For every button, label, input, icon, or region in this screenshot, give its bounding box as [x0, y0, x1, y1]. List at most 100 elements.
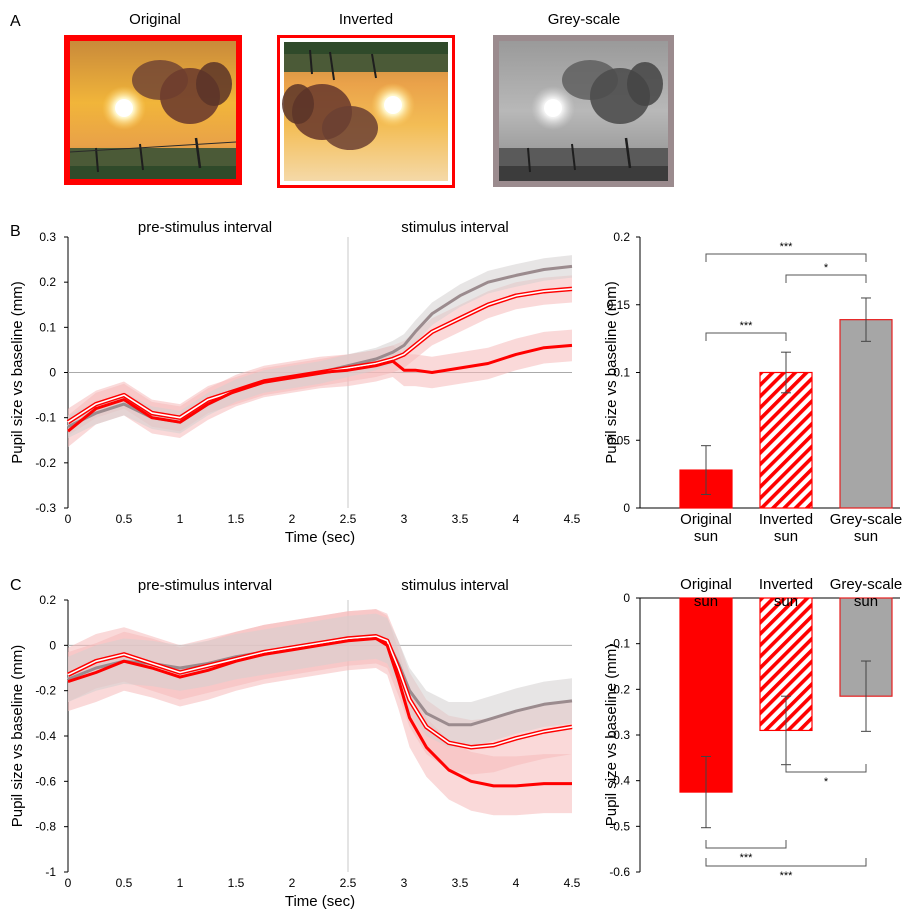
- significance-bracket: [785, 274, 867, 283]
- category-label-0: Original: [680, 511, 732, 528]
- y-tick-label: -0.2: [35, 456, 56, 470]
- significance-bracket: [705, 840, 787, 849]
- error-band-greyscale: [68, 613, 572, 748]
- y-tick-label: 0: [623, 591, 630, 605]
- pre-stimulus-annotation: pre-stimulus interval: [138, 577, 272, 594]
- x-tick-label: 0: [65, 512, 72, 526]
- x-tick-label: 2.5: [340, 876, 357, 890]
- category-label-0: sun: [694, 593, 718, 610]
- y-axis-title: Pupil size vs baseline (mm): [9, 645, 26, 828]
- y-tick-label: -0.2: [609, 682, 630, 696]
- x-tick-label: 4: [513, 512, 520, 526]
- x-tick-label: 1: [177, 876, 184, 890]
- category-label-1: Inverted: [759, 511, 813, 528]
- pre-stimulus-annotation: pre-stimulus interval: [138, 219, 272, 236]
- x-axis-title: Time (sec): [285, 893, 355, 910]
- y-tick-label: -0.1: [35, 411, 56, 425]
- x-tick-label: 0: [65, 876, 72, 890]
- y-tick-label: -0.3: [35, 501, 56, 515]
- x-tick-label: 2.5: [340, 512, 357, 526]
- x-tick-label: 4: [513, 876, 520, 890]
- category-label-2: sun: [854, 593, 878, 610]
- x-tick-label: 0.5: [116, 512, 133, 526]
- inverted-painting-image: [277, 35, 455, 188]
- significance-bracket: [785, 764, 867, 773]
- chart-b-bar: 0 0.05 0.1 0.15 0.2 Pupil size vs baseline (m…: [603, 230, 902, 545]
- y-tick-label: 0.2: [39, 275, 56, 289]
- category-label-1: sun: [774, 528, 798, 545]
- x-tick-label: 3.5: [452, 876, 469, 890]
- y-tick-label: -1: [45, 865, 56, 879]
- y-tick-label: 0.3: [39, 230, 56, 244]
- y-tick-label: -0.4: [609, 774, 630, 788]
- significance-label: ***: [740, 320, 754, 332]
- x-tick-label: 3.5: [452, 512, 469, 526]
- stimulus-annotation: stimulus interval: [401, 577, 509, 594]
- panel-label-b: B: [10, 223, 21, 240]
- x-tick-label: 1.5: [228, 876, 245, 890]
- series-line-original: [67, 637, 572, 788]
- image-label-original: Original: [129, 11, 181, 28]
- bar-1: [759, 371, 813, 509]
- x-tick-label: 3: [401, 876, 408, 890]
- x-tick-label: 1.5: [228, 512, 245, 526]
- stimulus-annotation: stimulus interval: [401, 219, 509, 236]
- series-line-inverted-inner: [67, 288, 573, 423]
- y-axis-title: Pupil size vs baseline (mm): [9, 281, 26, 464]
- y-tick-label: 0.15: [607, 298, 631, 312]
- bar-2: [839, 319, 893, 509]
- significance-label: ***: [740, 852, 754, 864]
- image-label-greyscale: Grey-scale: [548, 11, 621, 28]
- significance-label: ***: [780, 870, 794, 882]
- chart-c-bar: -0.6 -0.5 -0.4 -0.3 -0.2 -0.1 0 Pupil size vs b…: [603, 576, 902, 882]
- original-painting-image: [64, 35, 242, 185]
- x-tick-label: 3: [401, 512, 408, 526]
- significance-bracket: [705, 332, 787, 341]
- category-label-0: Original: [680, 576, 732, 593]
- significance-label: *: [824, 262, 829, 274]
- chart-c-line: -1 -0.8 -0.6 -0.4 -0.2 0 0.2 0 0.5 1 1.5 2 2.5 3 3.5 4 4…: [9, 577, 581, 910]
- significance-bracket: [705, 253, 867, 262]
- y-tick-label: -0.5: [609, 819, 630, 833]
- series-line-original: [67, 343, 573, 433]
- error-band-original: [68, 329, 572, 447]
- category-label-1: sun: [774, 593, 798, 610]
- y-tick-label: 0: [49, 638, 56, 652]
- y-tick-label: -0.3: [609, 728, 630, 742]
- significance-label: *: [824, 776, 829, 788]
- category-label-0: sun: [694, 528, 718, 545]
- x-tick-label: 2: [289, 876, 296, 890]
- y-tick-label: 0.05: [607, 433, 631, 447]
- image-label-inverted: Inverted: [339, 11, 393, 28]
- chart-b-line: -0.3 -0.2 -0.1 0 0.1 0.2 0.3 0 0.5 1 1.5 2 2.5 3 3.5 4 4…: [9, 219, 581, 546]
- series-line-inverted-inner: [67, 635, 573, 749]
- significance-label: ***: [780, 241, 794, 253]
- y-tick-label: 0.1: [39, 320, 56, 334]
- y-tick-label: -0.1: [609, 637, 630, 651]
- category-label-2: sun: [854, 528, 878, 545]
- category-label-2: Grey-scale: [830, 511, 903, 528]
- y-tick-label: -0.2: [35, 684, 56, 698]
- significance-bracket: [705, 858, 867, 867]
- x-tick-label: 0.5: [116, 876, 133, 890]
- category-label-1: Inverted: [759, 576, 813, 593]
- greyscale-painting-image: [493, 35, 674, 187]
- y-tick-label: -0.6: [35, 774, 56, 788]
- x-tick-label: 4.5: [564, 512, 581, 526]
- y-tick-label: -0.8: [35, 820, 56, 834]
- x-tick-label: 2: [289, 512, 296, 526]
- y-tick-label: 0.1: [613, 366, 630, 380]
- y-axis-title: Pupil size vs baseline (mm): [603, 281, 620, 464]
- y-tick-label: -0.4: [35, 729, 56, 743]
- y-tick-label: 0: [623, 501, 630, 515]
- y-tick-label: 0.2: [39, 593, 56, 607]
- y-tick-label: 0.2: [613, 230, 630, 244]
- y-tick-label: 0: [49, 366, 56, 380]
- panel-label-c: C: [10, 577, 22, 594]
- x-tick-label: 4.5: [564, 876, 581, 890]
- x-tick-label: 1: [177, 512, 184, 526]
- panel-label-a: A: [10, 13, 21, 30]
- error-band-greyscale: [68, 255, 572, 438]
- category-label-2: Grey-scale: [830, 576, 903, 593]
